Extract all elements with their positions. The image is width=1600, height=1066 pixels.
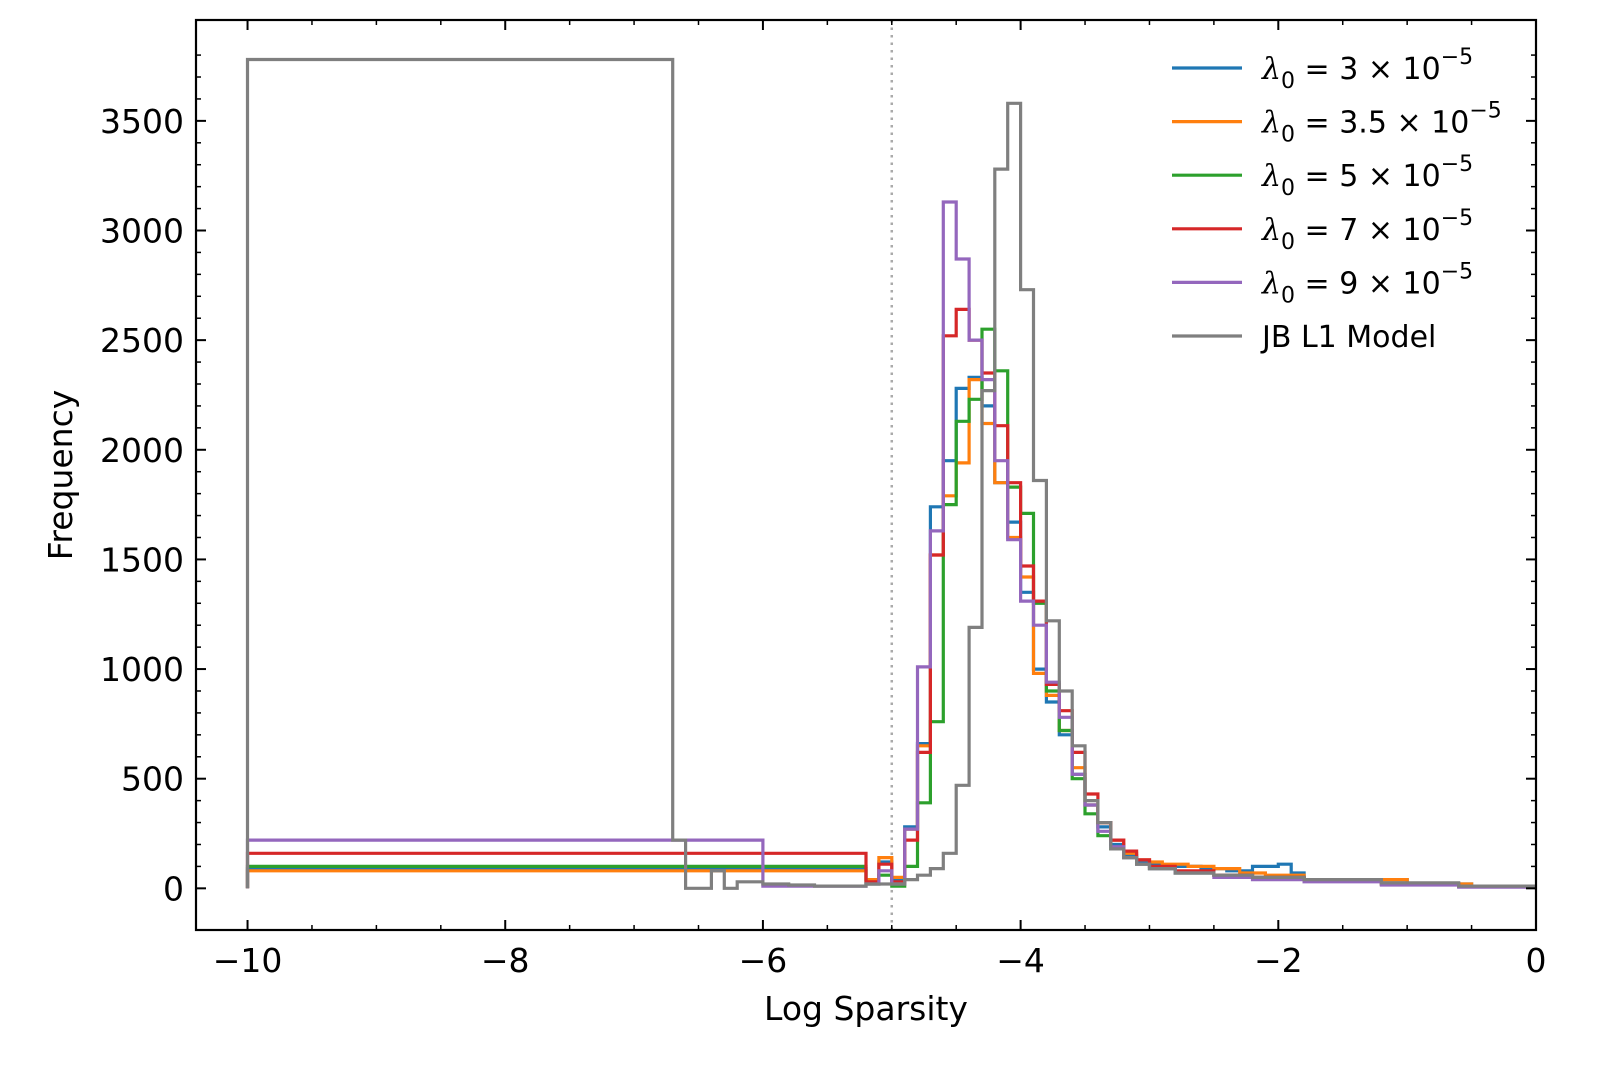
y-tick-label: 0 [163,869,184,908]
x-axis-title: Log Sparsity [764,989,968,1028]
legend-label-3: λ0 = 5 × 10−5 [1261,152,1473,201]
legend-label-5: λ0 = 9 × 10−5 [1261,259,1473,308]
series-step-3 [245,327,1536,889]
y-tick-label: 3000 [100,212,184,251]
x-tick-label: −6 [739,941,788,980]
x-axis: −10 −8 −6 −4 −2 0 [213,20,1547,980]
plot-area [245,20,1536,930]
series-step-6 [245,57,1536,890]
x-tick-label: −8 [481,941,530,980]
series-step-4 [245,307,1536,889]
y-tick-label: 2500 [100,321,184,360]
legend-label-4: λ0 = 7 × 10−5 [1261,206,1473,255]
x-tick-label: −2 [1254,941,1303,980]
legend-label-6: JB L1 Model [1260,320,1436,355]
x-tick-label: −4 [996,941,1045,980]
legend-label-2: λ0 = 3.5 × 10−5 [1261,99,1502,148]
y-tick-label: 3500 [100,102,184,141]
y-tick-label: 1500 [100,540,184,579]
y-tick-label: 500 [121,760,184,799]
legend-label-1: λ0 = 3 × 10−5 [1261,45,1473,94]
y-axis-title: Frequency [41,390,80,560]
series-step-2 [245,378,1536,889]
y-axis: 0 500 1000 1500 2000 2500 3000 3500 [100,54,1536,908]
x-tick-label: −10 [213,941,283,980]
series-step-5 [245,200,1536,890]
x-tick-label: 0 [1526,941,1547,980]
y-tick-label: 2000 [100,431,184,470]
series-step-1 [245,375,1536,889]
y-tick-label: 1000 [100,650,184,689]
legend: λ0 = 3 × 10−5 λ0 = 3.5 × 10−5λ0 = 5 × 10−… [1172,45,1502,355]
axes-frame [194,18,1538,932]
